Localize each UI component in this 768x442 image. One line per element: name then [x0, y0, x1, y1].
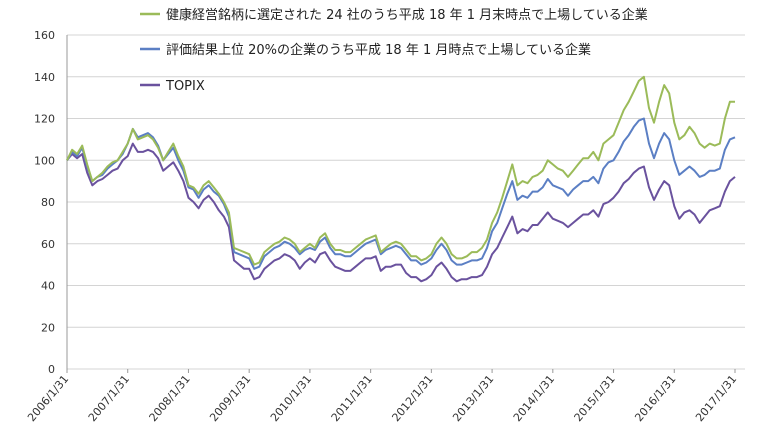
x-tick-label: 2015/1/31	[572, 373, 618, 425]
legend-item-topix: TOPIX	[140, 79, 205, 94]
y-tick-label: 80	[41, 196, 55, 209]
series-top20-line	[66, 117, 736, 270]
legend-item-health-stocks: 健康経営銘柄に選定された 24 社のうち平成 18 年 1 月末時点で上場してい…	[140, 7, 648, 23]
y-tick-label: 120	[34, 113, 55, 126]
y-tick-label: 60	[41, 238, 55, 251]
x-tick-label: 2008/1/31	[147, 373, 193, 425]
y-tick-label: 0	[48, 363, 55, 376]
y-tick-label: 20	[41, 321, 55, 334]
y-tick-label: 100	[34, 154, 55, 167]
y-axis-ticks: 0 20 40 60 80 100 120 140 160	[34, 29, 55, 376]
legend-label-health-stocks: 健康経営銘柄に選定された 24 社のうち平成 18 年 1 月末時点で上場してい…	[166, 7, 648, 23]
legend: 健康経営銘柄に選定された 24 社のうち平成 18 年 1 月末時点で上場してい…	[140, 7, 648, 94]
x-tick-label: 2006/1/31	[25, 373, 71, 425]
x-tick-label: 2012/1/31	[389, 373, 435, 425]
y-tick-label: 140	[34, 71, 55, 84]
series-health-stocks-line	[66, 75, 735, 266]
legend-label-top20: 評価結果上位 20%の企業のうち平成 18 年 1 月時点で上場している企業	[166, 42, 591, 58]
y-tick-label: 40	[41, 280, 55, 293]
y-tick-label: 160	[34, 29, 55, 42]
x-axis-ticks: 2006/1/31 2007/1/31 2008/1/31 2009/1/31 2010…	[25, 369, 739, 424]
x-tick-label: 2011/1/31	[329, 373, 375, 425]
x-tick-label: 2010/1/31	[268, 373, 314, 425]
x-tick-label: 2016/1/31	[632, 373, 678, 425]
x-tick-label: 2009/1/31	[207, 373, 253, 425]
series-topix-line	[66, 142, 736, 283]
legend-item-top20: 評価結果上位 20%の企業のうち平成 18 年 1 月時点で上場している企業	[140, 42, 591, 58]
series-lines	[66, 75, 736, 283]
x-tick-label: 2013/1/31	[450, 373, 496, 425]
x-tick-label: 2007/1/31	[86, 373, 132, 425]
legend-label-topix: TOPIX	[165, 79, 205, 94]
x-tick-label: 2017/1/31	[693, 373, 739, 425]
x-tick-label: 2014/1/31	[511, 373, 557, 425]
